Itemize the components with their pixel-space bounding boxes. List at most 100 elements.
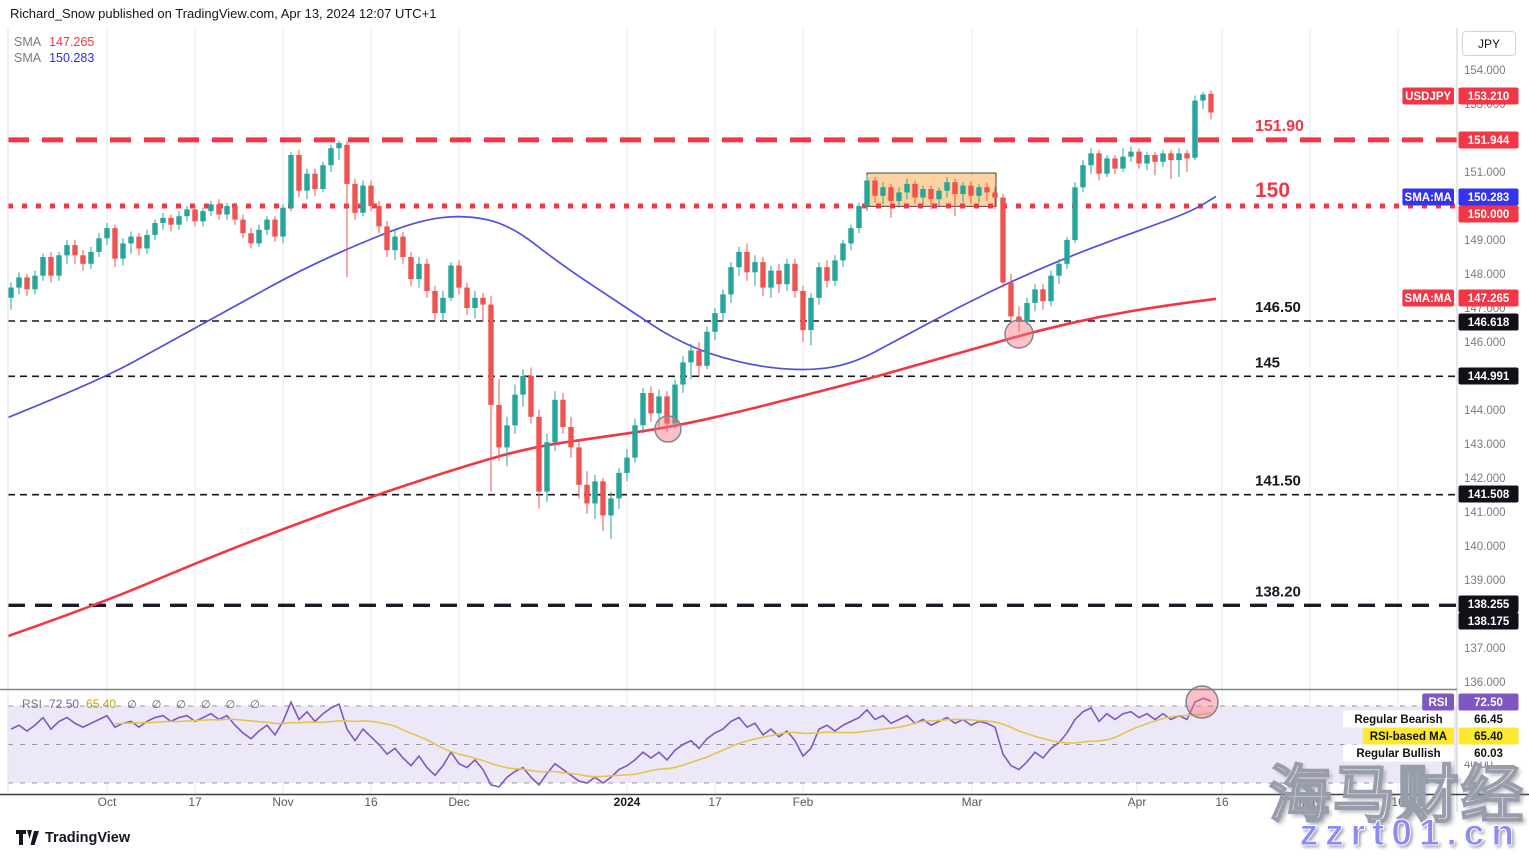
candle [288, 155, 294, 208]
level-label: 138.20 [1255, 583, 1301, 600]
svg-text:RSI: RSI [1429, 697, 1448, 709]
level-label: 151.90 [1255, 118, 1304, 135]
candle [488, 304, 494, 405]
candle [280, 207, 286, 237]
candle [40, 257, 46, 276]
svg-text:16: 16 [1215, 795, 1229, 809]
currency-toggle-button[interactable]: JPY [1462, 31, 1516, 56]
axis-badge[interactable]: 144.991 [1458, 367, 1519, 385]
level-lines[interactable]: 151.90 150 146.50 145 141.50 138.20 [8, 118, 1457, 608]
axis-badge[interactable]: 150.283 SMA:MA [1402, 188, 1519, 206]
svg-text:Apr: Apr [1128, 795, 1147, 809]
candles-layer[interactable] [8, 90, 1214, 540]
axis-badge[interactable]: 66.45 Regular Bearish [1343, 710, 1519, 728]
axis-badge[interactable]: 146.618 [1458, 313, 1519, 331]
axis-badge[interactable]: 151.944 [1458, 131, 1519, 149]
candle [240, 219, 246, 234]
candle [712, 313, 718, 332]
candle [392, 236, 398, 251]
candle [640, 393, 646, 426]
candle [1120, 156, 1126, 169]
candle [656, 396, 662, 414]
sma1-value: 147.265 [49, 35, 95, 49]
sma-legend: SMA 147.265 SMA 150.283 [14, 34, 94, 66]
time-axis[interactable]: Oct 17 Nov 16 Dec 2024 17 Feb Mar Apr 16 May 16 [98, 795, 1405, 809]
candle [936, 190, 942, 200]
svg-text:142.000: 142.000 [1464, 473, 1506, 485]
svg-text:144.000: 144.000 [1464, 405, 1506, 417]
svg-text:138.175: 138.175 [1468, 616, 1510, 628]
candle [216, 204, 222, 215]
candle [344, 144, 350, 184]
svg-text:2024: 2024 [614, 795, 641, 809]
candle [48, 257, 54, 276]
rsi-ma-line[interactable] [114, 712, 1212, 778]
candle [744, 251, 750, 273]
candle [1192, 100, 1198, 158]
candle [464, 287, 470, 308]
rsi-legend: RSI 72.50 65.40 ∅ ∅ ∅ ∅ ∅ ∅ [22, 697, 266, 711]
sma-200-line[interactable] [7, 297, 1217, 638]
highlight-circle[interactable] [654, 415, 682, 443]
sma-50-line[interactable] [7, 195, 1217, 419]
axis-badge[interactable]: 72.50 RSI [1422, 693, 1519, 711]
candle [528, 376, 534, 417]
candle [1208, 93, 1214, 113]
gridlines [106, 28, 1399, 794]
candle [896, 192, 902, 201]
svg-text:USDJPY: USDJPY [1405, 91, 1451, 103]
candle [664, 396, 670, 424]
candle [1040, 289, 1046, 302]
axis-badge[interactable]: 138.255 [1458, 595, 1519, 613]
axis-badge[interactable]: 138.175 [1458, 612, 1519, 630]
price-axis[interactable]: 154.000153.000151.000149.000148.000147.0… [1464, 65, 1506, 771]
axis-badge[interactable]: 153.210 USDJPY [1402, 87, 1519, 105]
svg-text:Mar: Mar [962, 795, 983, 809]
candle [752, 262, 758, 273]
candle [912, 183, 918, 198]
candle [784, 263, 790, 285]
candle [1000, 197, 1006, 283]
candle [1048, 275, 1054, 302]
axis-badge[interactable]: 147.265 SMA:MA [1402, 289, 1519, 307]
highlight-circle[interactable] [1185, 685, 1219, 719]
candle [152, 223, 158, 235]
svg-text:Regular Bullish: Regular Bullish [1356, 748, 1440, 760]
candle [192, 209, 198, 222]
sma2-label: SMA [14, 51, 42, 65]
axis-badge[interactable]: 60.03 Regular Bullish [1343, 744, 1519, 762]
candle [168, 217, 174, 225]
tradingview-brand: TradingView [45, 830, 131, 846]
candle [632, 425, 638, 458]
candle [400, 236, 406, 257]
rsi-line[interactable] [10, 697, 1212, 788]
candle [792, 263, 798, 291]
axis-badge[interactable]: 150.000 [1458, 205, 1519, 223]
candle [568, 427, 574, 448]
svg-text:140.000: 140.000 [1464, 541, 1506, 553]
candle [600, 481, 606, 516]
candle [496, 404, 502, 448]
candle [576, 447, 582, 485]
svg-text:Dec: Dec [448, 795, 469, 809]
candle [480, 297, 486, 305]
candle [544, 442, 550, 492]
svg-text:SMA:MA: SMA:MA [1405, 293, 1452, 305]
candle [72, 245, 78, 256]
svg-text:150.283: 150.283 [1468, 192, 1510, 204]
candle [984, 187, 990, 193]
rsi-label: RSI [22, 697, 43, 711]
svg-text:146.618: 146.618 [1468, 317, 1510, 329]
candle [1112, 158, 1118, 169]
axis-badge[interactable]: 141.508 [1458, 485, 1519, 503]
axis-badge[interactable]: 65.40 RSI-based MA [1362, 727, 1519, 745]
candle [960, 185, 966, 195]
rsi-null-values: ∅ ∅ ∅ ∅ ∅ ∅ [127, 699, 266, 711]
svg-text:141.000: 141.000 [1464, 507, 1506, 519]
highlight-circle[interactable] [1004, 319, 1034, 349]
candle [416, 263, 422, 280]
candle [992, 192, 998, 198]
candle [816, 267, 822, 298]
